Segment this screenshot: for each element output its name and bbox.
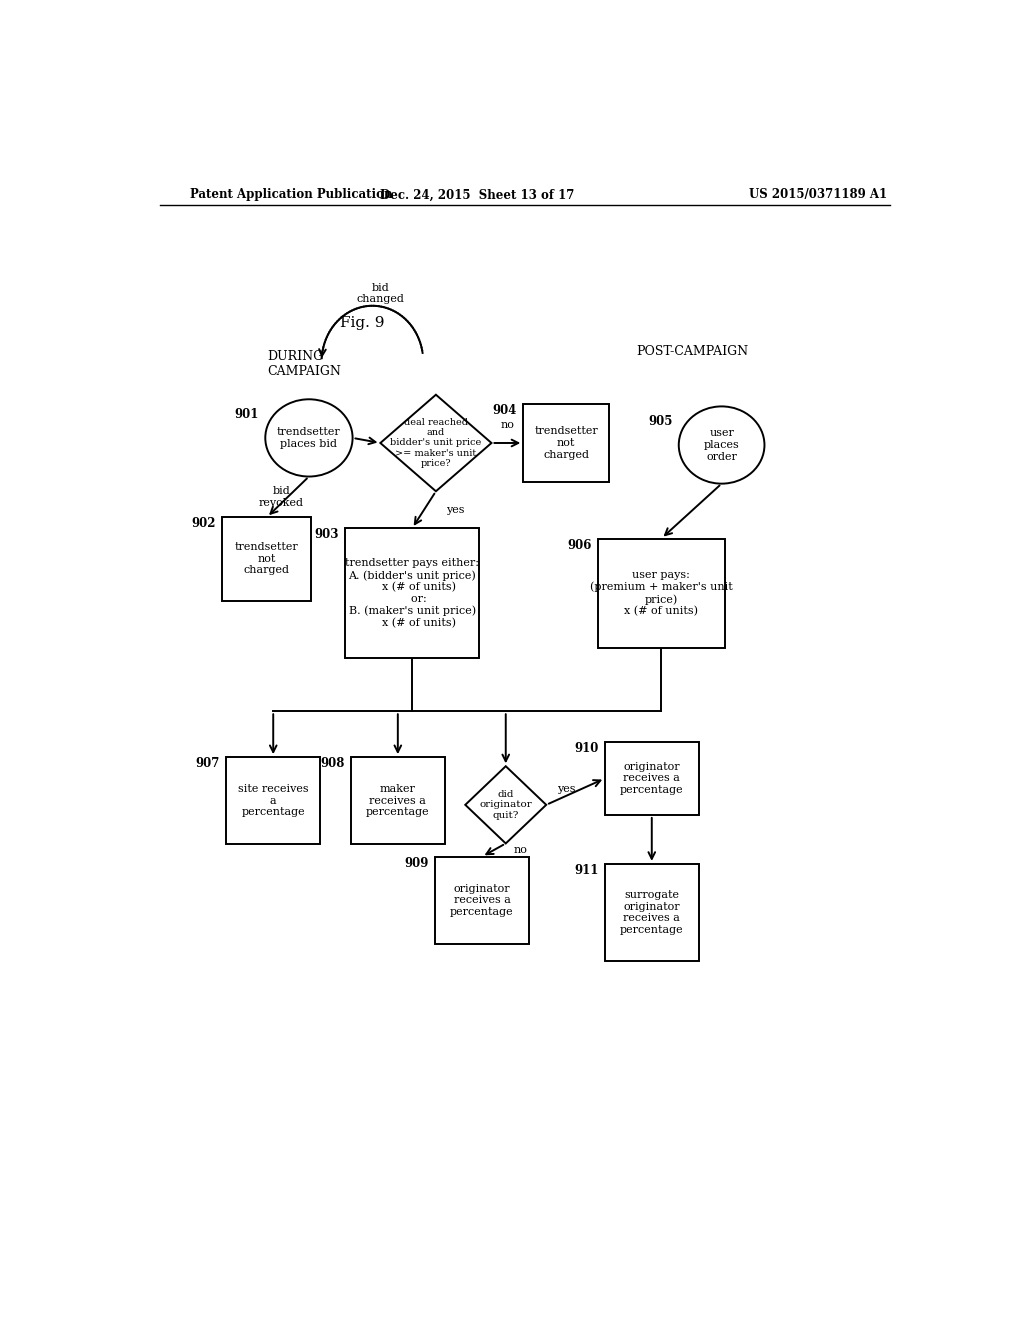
Text: user pays:
(premium + maker's unit
price)
x (# of units): user pays: (premium + maker's unit price… [590,570,733,616]
Text: Dec. 24, 2015  Sheet 13 of 17: Dec. 24, 2015 Sheet 13 of 17 [380,189,574,202]
Text: trendsetter
not
charged: trendsetter not charged [535,426,598,459]
Ellipse shape [265,399,352,477]
Text: originator
receives a
percentage: originator receives a percentage [451,884,514,917]
Text: 909: 909 [404,857,429,870]
Text: bid
revoked: bid revoked [259,486,304,508]
Text: originator
receives a
percentage: originator receives a percentage [620,762,684,795]
Text: POST-CAMPAIGN: POST-CAMPAIGN [636,345,748,358]
FancyBboxPatch shape [605,863,698,961]
Text: 901: 901 [234,408,259,421]
Ellipse shape [679,407,765,483]
Text: deal reached
and
bidder's unit price
>= maker's unit
price?: deal reached and bidder's unit price >= … [390,417,481,469]
Text: 906: 906 [567,539,592,552]
Text: US 2015/0371189 A1: US 2015/0371189 A1 [750,189,888,202]
Text: no: no [501,420,514,430]
Text: 902: 902 [191,517,216,531]
Text: Fig. 9: Fig. 9 [340,315,384,330]
Text: user
places
order: user places order [703,429,739,462]
Text: 910: 910 [574,742,599,755]
Text: 905: 905 [648,416,673,429]
FancyBboxPatch shape [345,528,479,659]
Text: DURING
CAMPAIGN: DURING CAMPAIGN [267,350,341,378]
Text: yes: yes [557,784,575,793]
Text: 908: 908 [321,758,345,770]
Text: yes: yes [446,504,465,515]
Text: trendsetter pays either:
A. (bidder's unit price)
    x (# of units)
    or:
B. : trendsetter pays either: A. (bidder's un… [345,558,479,628]
Polygon shape [465,766,546,843]
FancyBboxPatch shape [351,758,444,845]
Text: 907: 907 [196,758,220,770]
FancyBboxPatch shape [605,742,698,814]
FancyBboxPatch shape [523,404,609,482]
Text: 904: 904 [493,404,517,417]
Text: bid
changed: bid changed [356,282,404,305]
Text: trendsetter
places bid: trendsetter places bid [278,428,341,449]
FancyBboxPatch shape [435,857,528,944]
Text: no: no [513,845,527,855]
Text: 903: 903 [314,528,339,541]
Text: did
originator
quit?: did originator quit? [479,789,532,820]
Text: trendsetter
not
charged: trendsetter not charged [234,543,299,576]
Text: maker
receives a
percentage: maker receives a percentage [366,784,430,817]
FancyBboxPatch shape [222,517,311,601]
FancyBboxPatch shape [598,539,725,648]
Text: 911: 911 [574,863,599,876]
FancyBboxPatch shape [226,758,321,845]
Text: Patent Application Publication: Patent Application Publication [189,189,392,202]
Text: surrogate
originator
receives a
percentage: surrogate originator receives a percenta… [620,890,684,935]
Text: site receives
a
percentage: site receives a percentage [238,784,308,817]
Polygon shape [380,395,492,491]
